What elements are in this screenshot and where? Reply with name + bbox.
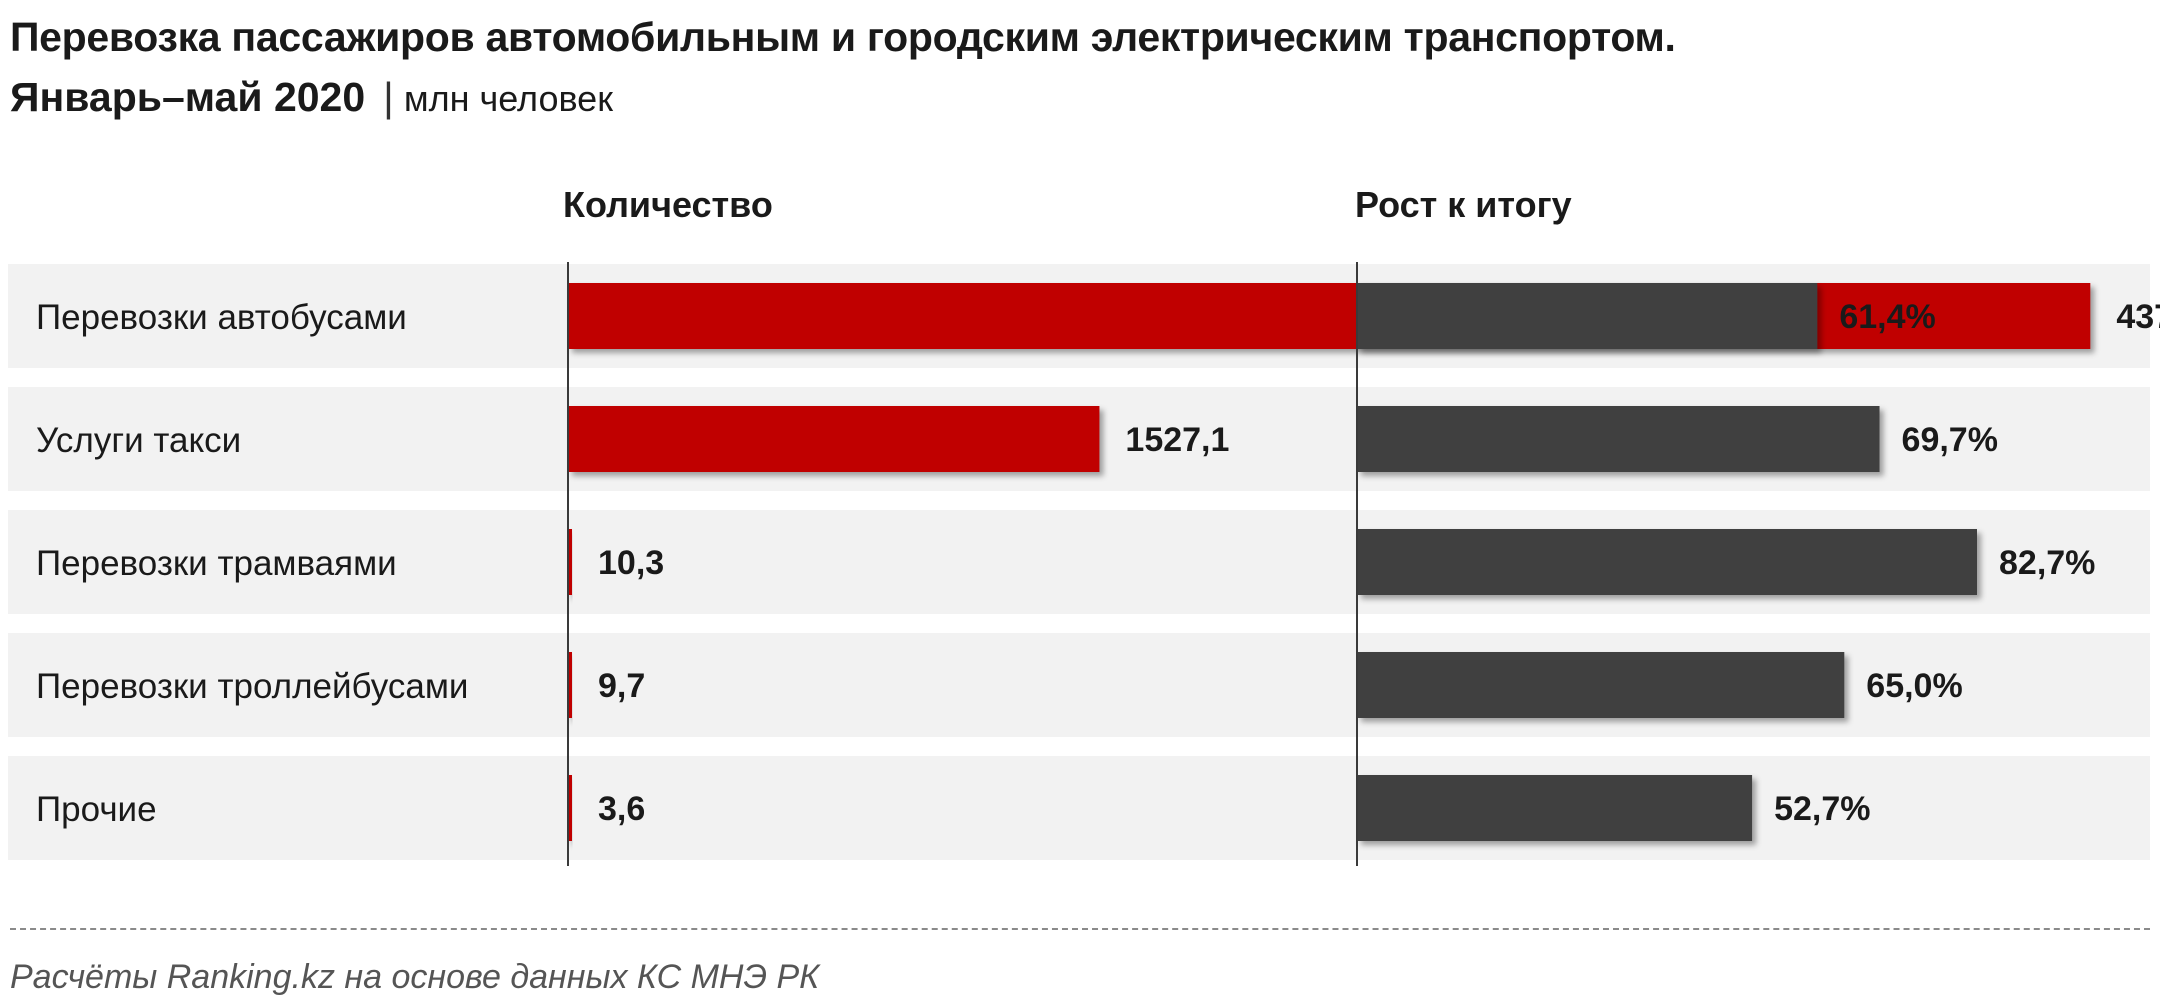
category-label-перевозки-трамваями: Перевозки трамваями [36, 544, 397, 583]
row-band-прочие [8, 756, 2150, 860]
growth-value-прочие: 52,7% [1774, 790, 1870, 828]
growth-panel-header: Рост к итогу [1355, 184, 1572, 225]
count-value-перевозки-трамваями: 10,3 [598, 544, 664, 582]
footer-divider [10, 928, 2150, 930]
row-labels: Перевозки автобусами Услуги такси Перевозк… [36, 298, 468, 829]
unit-label: млн человек [403, 78, 613, 119]
count-value-перевозки-автобусами: 4374,5 [2116, 298, 2160, 336]
growth-value-перевозки-троллейбусами: 65,0% [1866, 667, 1962, 705]
count-panel-header: Количество [563, 184, 773, 225]
count-bars: 4374,5 1527,1 10,3 9,7 3,6 [568, 283, 2160, 841]
growth-bars: 61,4% 69,7% 82,7% 65,0% 52,7% [1357, 283, 2095, 841]
growth-bar-услуги-такси [1357, 406, 1880, 472]
count-bar-услуги-такси [568, 406, 1100, 472]
growth-bar-перевозки-троллейбусами [1357, 652, 1845, 718]
count-value-услуги-такси: 1527,1 [1125, 421, 1229, 459]
count-bar-перевозки-трамваями [568, 529, 572, 595]
count-value-перевозки-троллейбусами: 9,7 [598, 667, 645, 705]
growth-value-перевозки-трамваями: 82,7% [1999, 544, 2095, 582]
growth-value-перевозки-автобусами: 61,4% [1839, 298, 1935, 336]
growth-bar-прочие [1357, 775, 1753, 841]
growth-bar-перевозки-трамваями [1357, 529, 1977, 595]
chart-title: Перевозка пассажиров автомобильным и гор… [10, 14, 1676, 60]
title-separator: | [383, 74, 394, 120]
growth-bar-перевозки-автобусами [1357, 283, 1818, 349]
count-bar-прочие [568, 775, 572, 841]
source-note: Расчёты Ranking.kz на основе данных КС М… [10, 958, 820, 996]
category-label-перевозки-троллейбусами: Перевозки троллейбусами [36, 667, 468, 706]
count-bar-перевозки-троллейбусами [568, 652, 572, 718]
period-label: Январь–май 2020 [10, 74, 366, 120]
panel-axes [567, 262, 1358, 866]
count-value-прочие: 3,6 [598, 790, 645, 828]
category-label-услуги-такси: Услуги такси [36, 421, 241, 460]
row-bands [8, 264, 2150, 860]
category-label-прочие: Прочие [36, 790, 157, 829]
growth-value-услуги-такси: 69,7% [1902, 421, 1998, 459]
category-label-перевозки-автобусами: Перевозки автобусами [36, 298, 407, 337]
count-bar-перевозки-автобусами [568, 283, 2091, 349]
chart-subtitle: Январь–май 2020 | млн человек [10, 74, 613, 121]
